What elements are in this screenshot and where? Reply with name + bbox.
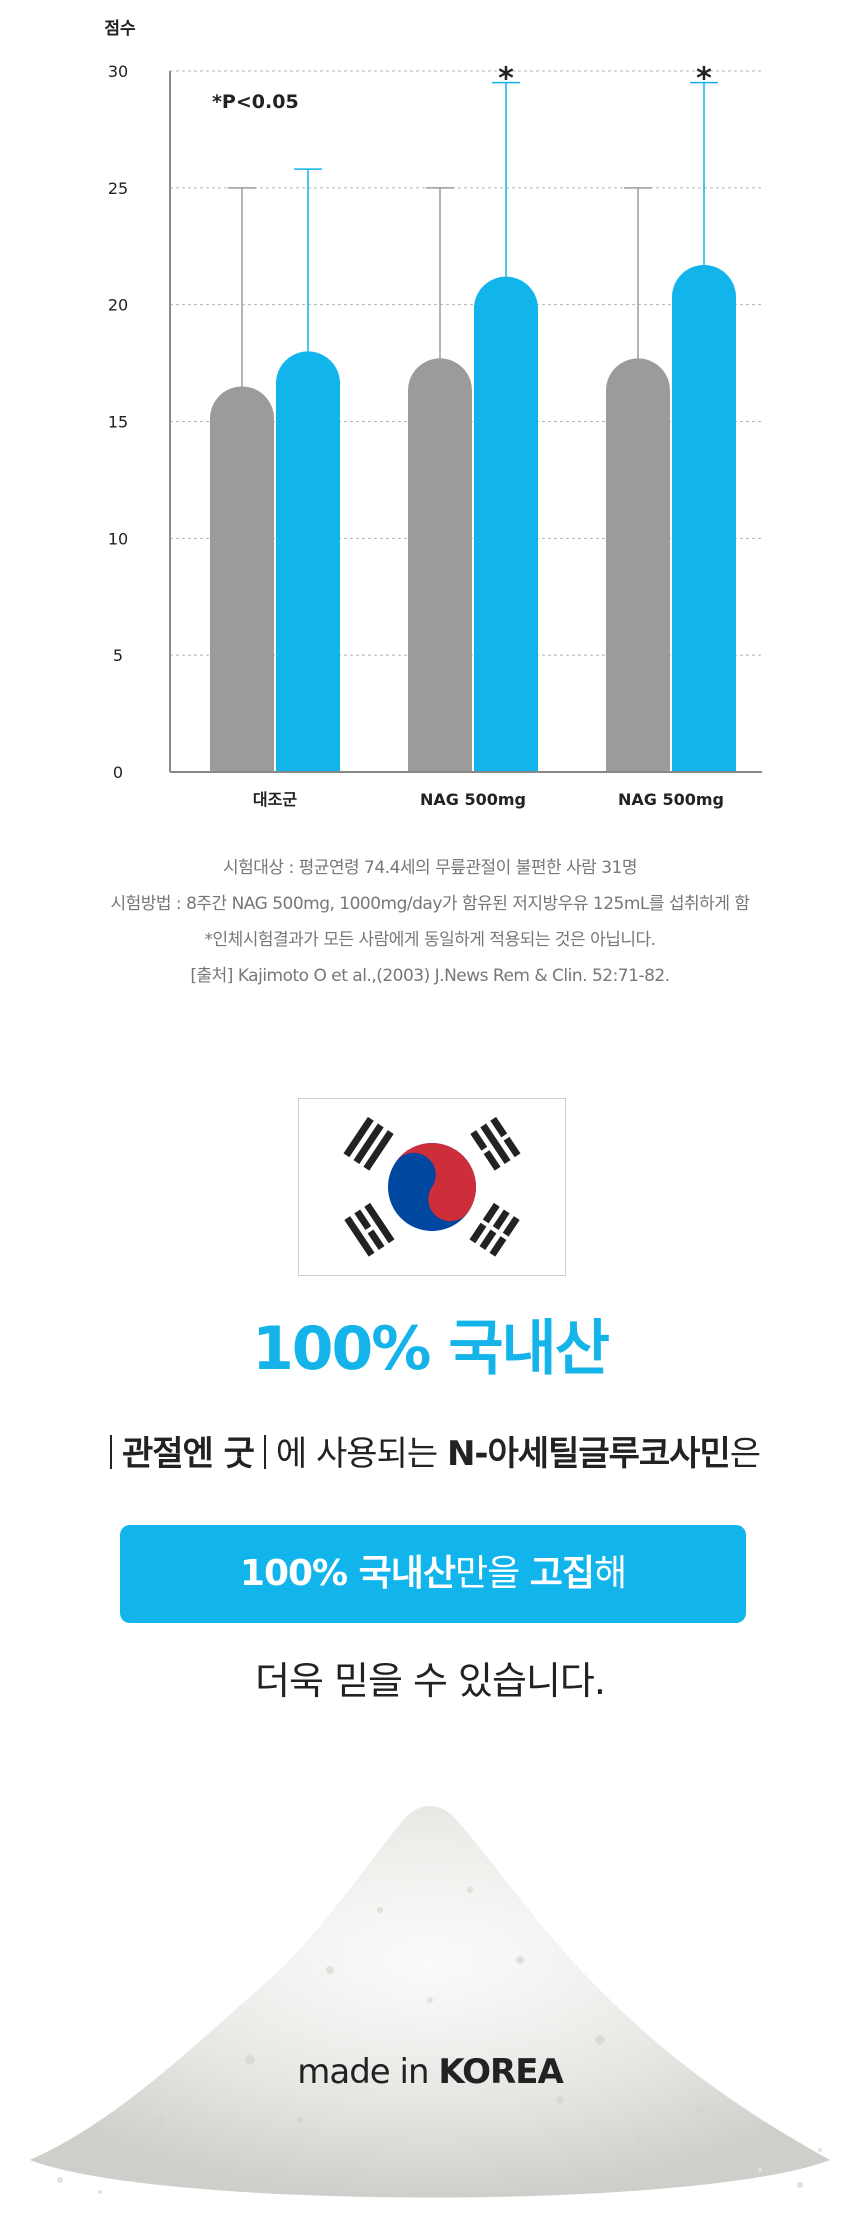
note-method: 시험방법 : 8주간 NAG 500mg, 1000mg/day가 함유된 저지… (110, 894, 750, 914)
banner-bold-2: 고집 (529, 1553, 595, 1594)
banner-mid: 만을 (455, 1553, 530, 1594)
x-category-label: NAG 500mg (618, 790, 724, 809)
bar (474, 276, 538, 772)
korean-flag (298, 1098, 566, 1276)
significance-star: * (696, 62, 712, 97)
significance-annotation: *P<0.05 (212, 91, 299, 113)
y-tick-label: 0 (113, 763, 123, 782)
ingredient-sentence: 관절엔 굿 에 사용되는 N-아세틸글루코사민은 (0, 1426, 860, 1475)
significance-star: * (498, 62, 514, 97)
headline-100-domestic: 100% 국내산 (252, 1314, 610, 1384)
banner-bold-1: 100% 국내산 (239, 1553, 456, 1594)
divider-left (109, 1435, 112, 1469)
bar (276, 351, 340, 772)
banner-end: 해 (593, 1553, 627, 1594)
divider-right (263, 1435, 266, 1469)
chart-svg: 0 5 10 15 20 25 30 점수 *P<0.05 대조군 * NAG 500mg * NAG 5… (104, 19, 762, 809)
domestic-only-banner: 100% 국내산만을 고집해 (120, 1525, 746, 1623)
made-in-country: KOREA (438, 2052, 563, 2092)
bar (210, 386, 274, 772)
made-in-prefix: made in (297, 2052, 439, 2092)
x-category-label: NAG 500mg (420, 790, 526, 809)
bar (672, 264, 736, 772)
sentence-middle: 에 사용되는 (275, 1434, 447, 1474)
brand-name: 관절엔 굿 (121, 1434, 255, 1474)
made-in-korea: made in KOREA (0, 2052, 860, 2092)
y-tick-label: 30 (108, 62, 128, 81)
y-tick-label: 15 (108, 413, 128, 432)
powder-pile-image (0, 1740, 860, 2226)
y-tick-label: 5 (113, 646, 123, 665)
y-tick-label: 25 (108, 179, 128, 198)
closing-text: 더욱 믿을 수 있습니다. (255, 1659, 606, 1703)
bar (606, 358, 670, 772)
sentence-end: 은 (729, 1434, 761, 1474)
note-subject: 시험대상 : 평균연령 74.4세의 무릎관절이 불편한 사람 31명 (223, 858, 637, 878)
korean-flag-icon (343, 1116, 521, 1257)
note-source: [출처] Kajimoto O et al.,(2003) J.News Rem… (190, 966, 670, 986)
x-category-label: 대조군 (253, 790, 297, 809)
y-tick-label: 10 (108, 529, 128, 548)
clinical-score-chart: 0 5 10 15 20 25 30 점수 *P<0.05 대조군 * NAG 500mg * NAG 5… (0, 0, 860, 840)
ingredient-name: N-아세틸글루코사민 (446, 1434, 731, 1474)
bar (408, 358, 472, 772)
y-axis-label: 점수 (104, 19, 136, 39)
y-tick-label: 20 (108, 296, 128, 315)
study-notes: 시험대상 : 평균연령 74.4세의 무릎관절이 불편한 사람 31명 시험방법… (0, 850, 860, 994)
note-disclaimer: *인체시험결과가 모든 사람에게 동일하게 적용되는 것은 아닙니다. (204, 930, 656, 950)
